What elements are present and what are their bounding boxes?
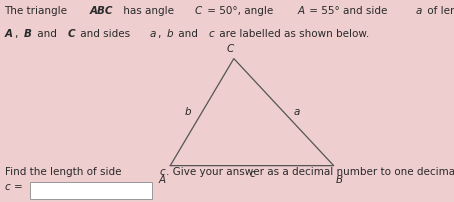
Text: . Give your answer as a decimal number to one decimal place.: . Give your answer as a decimal number t… xyxy=(167,167,454,177)
Text: of length  20.2, where the angles: of length 20.2, where the angles xyxy=(424,6,454,16)
Text: b: b xyxy=(167,29,173,39)
Text: = 55° and side: = 55° and side xyxy=(306,6,391,16)
Text: c: c xyxy=(159,167,165,177)
Text: A: A xyxy=(5,29,13,39)
Text: and: and xyxy=(34,29,59,39)
Text: A: A xyxy=(297,6,304,16)
Text: c =: c = xyxy=(5,182,22,192)
Text: a: a xyxy=(415,6,422,16)
Text: ,: , xyxy=(15,29,21,39)
Text: B: B xyxy=(24,29,31,39)
Text: C: C xyxy=(194,6,202,16)
Text: c: c xyxy=(209,29,215,39)
Text: a: a xyxy=(150,29,156,39)
Text: C: C xyxy=(227,43,234,54)
Text: The triangle: The triangle xyxy=(5,6,71,16)
Text: A: A xyxy=(158,175,166,185)
Text: Find the length of side: Find the length of side xyxy=(5,167,124,177)
Text: c: c xyxy=(249,169,255,179)
Text: has angle: has angle xyxy=(120,6,178,16)
FancyBboxPatch shape xyxy=(30,182,152,199)
Text: = 50°, angle: = 50°, angle xyxy=(203,6,276,16)
Text: ABC: ABC xyxy=(90,6,114,16)
Text: C: C xyxy=(67,29,75,39)
Text: ,: , xyxy=(158,29,165,39)
Text: and: and xyxy=(175,29,201,39)
Text: B: B xyxy=(336,175,343,185)
Text: b: b xyxy=(184,107,191,117)
Text: and sides: and sides xyxy=(77,29,133,39)
Text: a: a xyxy=(293,107,300,117)
Text: are labelled as shown below.: are labelled as shown below. xyxy=(216,29,370,39)
